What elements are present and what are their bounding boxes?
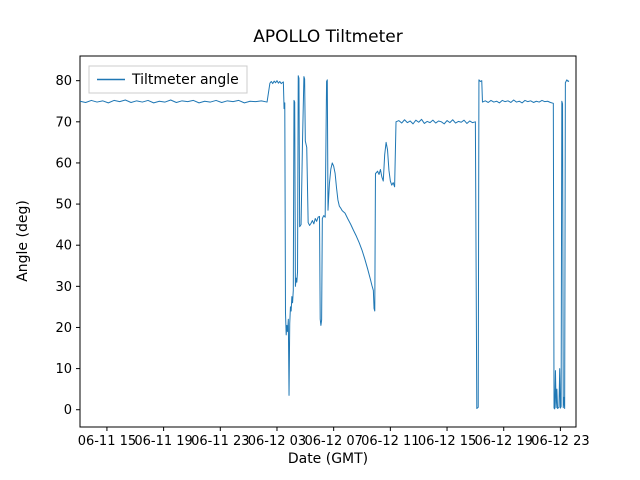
y-tick-label: 60: [55, 156, 72, 171]
chart-title: APOLLO Tiltmeter: [253, 27, 403, 47]
legend-label: Tiltmeter angle: [131, 72, 239, 88]
x-tick-label: 06-12 19: [474, 434, 532, 449]
y-tick-label: 10: [55, 362, 72, 377]
y-tick-label: 20: [55, 321, 72, 336]
x-tick-label: 06-12 07: [304, 434, 362, 449]
plot-frame: [79, 55, 577, 428]
y-tick-label: 0: [64, 403, 72, 418]
x-tick-label: 06-12 03: [248, 434, 306, 449]
y-tick-label: 40: [55, 239, 72, 254]
y-tick-label: 30: [55, 280, 72, 295]
x-tick-label: 06-11 19: [134, 434, 192, 449]
legend: Tiltmeter angle: [88, 65, 248, 94]
x-axis-label: Date (GMT): [288, 451, 368, 467]
x-tick-label: 06-11 23: [191, 434, 249, 449]
y-tick-label: 70: [55, 115, 72, 130]
y-tick-label: 80: [55, 74, 72, 89]
y-tick-label: 50: [55, 198, 72, 213]
tiltmeter-line: [79, 75, 570, 410]
series-group: [79, 75, 570, 410]
x-tick-label: 06-11 15: [78, 434, 136, 449]
x-tick-label: 06-12 15: [418, 434, 476, 449]
x-tick-label: 06-12 11: [361, 434, 419, 449]
y-axis-ticks: 0 10 20 30 40 50 60 70 80: [55, 74, 80, 418]
y-axis-label: Angle (deg): [15, 200, 31, 282]
x-tick-label: 06-12 23: [531, 434, 589, 449]
